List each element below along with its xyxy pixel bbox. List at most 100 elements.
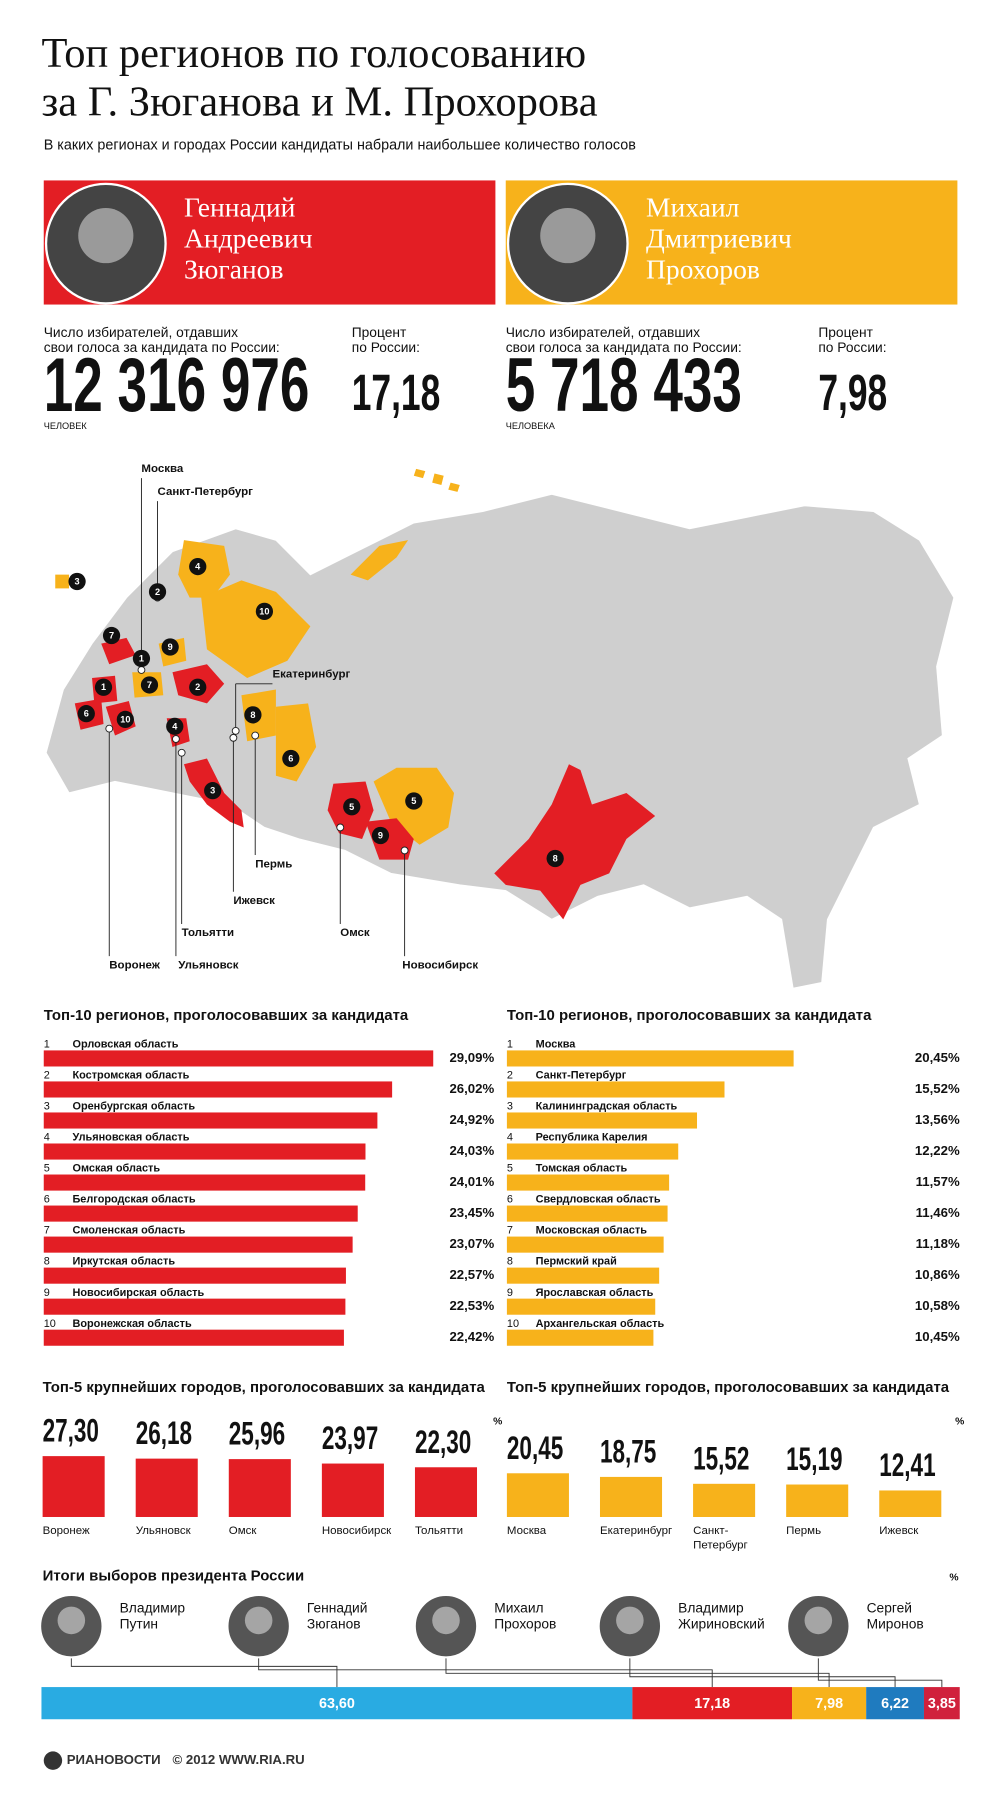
region-name: Омская область bbox=[72, 1163, 160, 1175]
region-name: Свердловская область bbox=[536, 1194, 661, 1206]
map-badge-number: 8 bbox=[553, 853, 558, 863]
region bbox=[55, 574, 70, 589]
map-badge-number: 1 bbox=[101, 682, 106, 692]
map-badge-number: 6 bbox=[84, 709, 89, 719]
region-name: Оренбургская область bbox=[72, 1101, 195, 1113]
region-name: Республика Карелия bbox=[536, 1132, 648, 1144]
region-name: Новосибирская область bbox=[72, 1287, 204, 1299]
voters-unit: ЧЕЛОВЕКА bbox=[506, 421, 556, 431]
percent-caption: Процент bbox=[818, 325, 873, 340]
candidate-first-name: Геннадий bbox=[307, 1601, 368, 1616]
city-value: 12,41 bbox=[879, 1447, 935, 1483]
city-name: Воронеж bbox=[43, 1525, 90, 1537]
map-badge bbox=[189, 678, 207, 696]
region-name: Пермский край bbox=[536, 1256, 617, 1268]
unit-label: % bbox=[955, 1416, 964, 1427]
region-rank: 6 bbox=[44, 1194, 50, 1206]
map-badge-number: 9 bbox=[378, 830, 383, 840]
candidate-name: Зюганов bbox=[184, 254, 284, 285]
city-name: Ульяновск bbox=[136, 1525, 192, 1537]
section-title: Топ-10 регионов, проголосовавших за канд… bbox=[507, 1007, 872, 1024]
city-value: 27,30 bbox=[43, 1413, 99, 1449]
map-badge bbox=[140, 676, 159, 694]
connector bbox=[258, 1658, 713, 1688]
region-value: 10,86% bbox=[915, 1267, 960, 1282]
city-label: Ижевск bbox=[233, 895, 275, 907]
region-rank: 1 bbox=[507, 1039, 513, 1051]
candidate-last-name: Жириновский bbox=[678, 1617, 765, 1632]
city-label: Пермь bbox=[255, 858, 292, 870]
city-label: Екатеринбург bbox=[272, 669, 350, 681]
region-value: 22,57% bbox=[449, 1267, 494, 1282]
city-name: Москва bbox=[507, 1525, 547, 1537]
percent-caption: Процент bbox=[352, 325, 407, 340]
result-segment bbox=[41, 1687, 633, 1720]
result-segment bbox=[866, 1687, 924, 1720]
region-value: 12,22% bbox=[915, 1143, 960, 1158]
region-value: 10,58% bbox=[915, 1298, 960, 1313]
city-dot bbox=[400, 846, 409, 855]
footer-text: © 2012 WWW.RIA.RU bbox=[172, 1752, 304, 1767]
region bbox=[432, 473, 444, 485]
region-value: 10,45% bbox=[915, 1329, 960, 1344]
result-value: 7,98 bbox=[815, 1696, 843, 1712]
voters-caption: Число избирателей, отдавших bbox=[44, 325, 238, 340]
connector bbox=[70, 1658, 338, 1688]
region-rank: 5 bbox=[507, 1163, 513, 1175]
city-dot bbox=[231, 727, 240, 735]
region-rank: 6 bbox=[507, 1194, 513, 1206]
map-badge-number: 8 bbox=[250, 710, 255, 720]
voters-caption: Число избирателей, отдавших bbox=[506, 325, 700, 340]
region-rank: 5 bbox=[44, 1163, 50, 1175]
voters-unit: ЧЕЛОВЕК bbox=[44, 421, 88, 431]
city-bar bbox=[42, 1456, 105, 1517]
candidate-name: Геннадий bbox=[184, 192, 296, 223]
region-rank: 4 bbox=[507, 1132, 513, 1144]
region-value: 22,42% bbox=[449, 1329, 494, 1344]
map-badge-number: 10 bbox=[259, 606, 269, 616]
region-rank: 8 bbox=[507, 1256, 513, 1268]
result-value: 17,18 bbox=[694, 1696, 730, 1712]
title-line: Топ регионов по голосованию bbox=[41, 30, 586, 77]
result-segment bbox=[632, 1687, 793, 1720]
result-segment bbox=[792, 1687, 867, 1720]
map-badge bbox=[161, 638, 179, 656]
map-badge-number: 7 bbox=[109, 631, 114, 641]
map-badge-number: 6 bbox=[288, 753, 293, 763]
voters-caption: свои голоса за кандидата по России: bbox=[44, 340, 280, 355]
region-bar bbox=[506, 1081, 725, 1098]
map-badge-number: 10 bbox=[120, 714, 130, 724]
map-badge bbox=[189, 557, 207, 576]
region-bar bbox=[506, 1112, 698, 1129]
map-badge bbox=[546, 849, 564, 868]
city-label: Омск bbox=[340, 927, 370, 939]
map-badge bbox=[343, 798, 361, 816]
region-value: 24,92% bbox=[449, 1112, 494, 1127]
city-label: Воронеж bbox=[109, 959, 161, 971]
map-badge bbox=[102, 626, 121, 645]
region-bar bbox=[506, 1267, 660, 1284]
candidate-photo-face bbox=[804, 1606, 833, 1635]
candidate-name: Дмитриевич bbox=[646, 223, 792, 254]
voters-caption: свои голоса за кандидата по России: bbox=[506, 340, 742, 355]
map-badge-number: 5 bbox=[349, 802, 354, 812]
city-label: Москва bbox=[141, 463, 183, 475]
city-value: 22,30 bbox=[415, 1424, 471, 1460]
region bbox=[101, 637, 136, 665]
region bbox=[201, 580, 311, 679]
region-value: 13,56% bbox=[915, 1112, 960, 1127]
map-badge bbox=[132, 649, 151, 668]
candidate-photo-face bbox=[244, 1606, 273, 1635]
region-name: Томская область bbox=[536, 1163, 628, 1175]
city-label: Санкт-Петербург bbox=[158, 486, 254, 498]
city-name: Пермь bbox=[786, 1525, 821, 1537]
connector bbox=[817, 1658, 943, 1688]
result-value: 6,22 bbox=[881, 1696, 909, 1712]
region-name: Архангельская область bbox=[536, 1318, 665, 1330]
logo-mark bbox=[43, 1751, 63, 1770]
map-badge-number: 1 bbox=[139, 654, 144, 664]
city-dot bbox=[172, 735, 180, 743]
map-badge-number: 9 bbox=[168, 642, 173, 652]
region-name: Иркутская область bbox=[72, 1256, 175, 1268]
region-name: Ульяновская область bbox=[72, 1132, 189, 1144]
